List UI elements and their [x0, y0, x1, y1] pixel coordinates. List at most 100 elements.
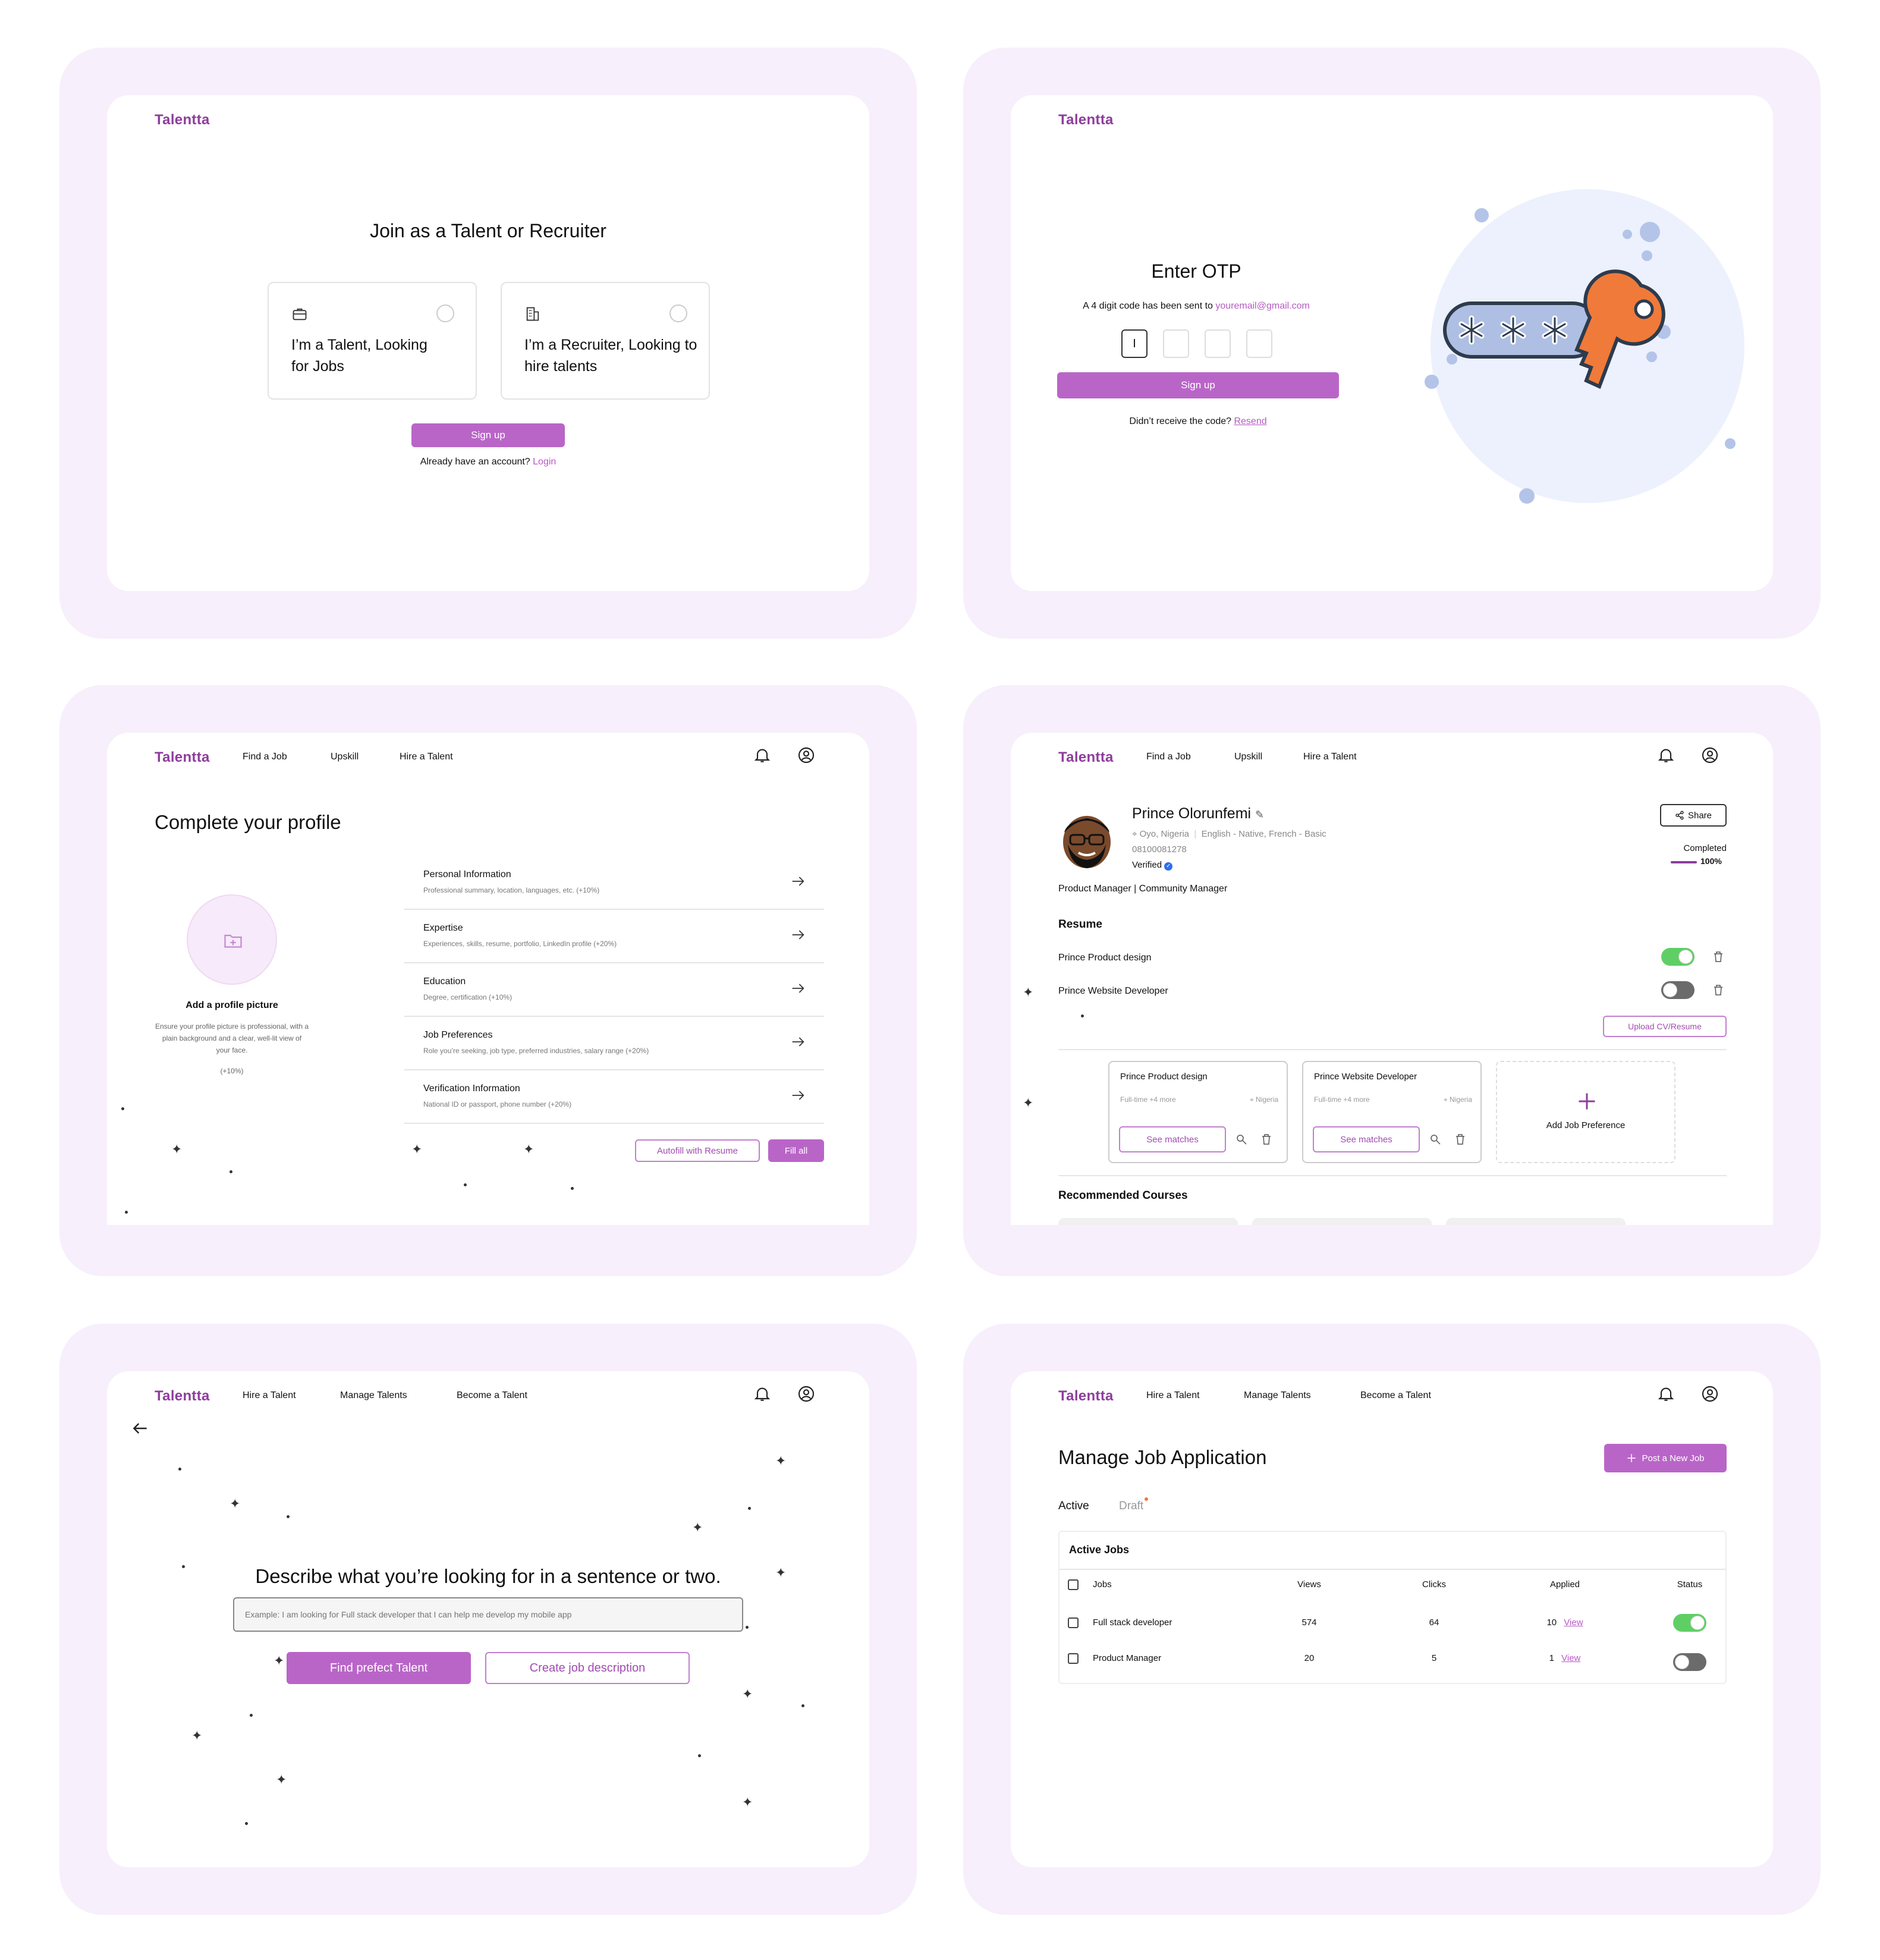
otp-input-3[interactable] [1205, 329, 1231, 358]
nav-find-job[interactable]: Find a Job [243, 752, 287, 762]
bell-icon[interactable] [753, 1384, 772, 1403]
user-circle-icon[interactable] [797, 746, 816, 765]
view-link[interactable]: View [1561, 1653, 1581, 1663]
sparkle-icon: ✦ [692, 1520, 703, 1535]
nav-hire-talent[interactable]: Hire a Talent [400, 752, 453, 762]
status-toggle-on[interactable] [1673, 1614, 1706, 1632]
add-job-preference[interactable]: Add Job Preference [1496, 1061, 1675, 1163]
user-circle-icon[interactable] [1700, 1384, 1719, 1403]
row-checkbox[interactable] [1068, 1653, 1079, 1664]
folder-plus-icon [224, 934, 242, 948]
option-recruiter[interactable]: I’m a Recruiter, Looking to hire talents [501, 282, 710, 400]
section-desc: Role you’re seeking, job type, preferred… [423, 1047, 649, 1055]
bell-icon[interactable] [1656, 746, 1675, 765]
decor-dot [1081, 1014, 1084, 1017]
sparkle-icon: ✦ [1023, 985, 1034, 1000]
nav-find-job[interactable]: Find a Job [1146, 752, 1191, 762]
picture-pct: (+10%) [220, 1067, 244, 1075]
section-education[interactable]: Education Degree, certification (+10%) [404, 963, 824, 1017]
otp-input-4[interactable] [1246, 329, 1272, 358]
tab-draft[interactable]: Draft [1119, 1497, 1149, 1513]
nav-manage-talents[interactable]: Manage Talents [340, 1390, 407, 1400]
pencil-icon[interactable]: ✎ [1255, 809, 1265, 821]
nav-hire-talent[interactable]: Hire a Talent [1303, 752, 1357, 762]
section-job-preferences[interactable]: Job Preferences Role you’re seeking, job… [404, 1017, 824, 1070]
trash-icon[interactable] [1453, 1132, 1467, 1147]
row-applied: 1 View [1535, 1653, 1595, 1663]
arrow-left-icon[interactable] [131, 1419, 150, 1438]
autofill-resume-button[interactable]: Autofill with Resume [635, 1139, 760, 1162]
course-card[interactable] [1058, 1218, 1238, 1225]
decor-dot [464, 1183, 467, 1186]
nav-become-talent[interactable]: Become a Talent [457, 1390, 527, 1400]
bell-icon[interactable] [1656, 1384, 1675, 1403]
nav-manage-talents[interactable]: Manage Talents [1244, 1390, 1311, 1400]
nav-upskill[interactable]: Upskill [1234, 752, 1263, 762]
decor-dot [698, 1754, 701, 1757]
resume-item: Prince Website Developer [1058, 986, 1168, 996]
radio-recruiter[interactable] [669, 304, 687, 322]
plus-icon [1627, 1454, 1636, 1462]
brand-logo: Talentta [155, 749, 210, 765]
talent-name: Prince Olorunfemi ✎ [1132, 805, 1264, 822]
trash-icon[interactable] [1711, 949, 1725, 965]
login-link[interactable]: Login [533, 457, 557, 467]
pin-icon: ⌖ [1249, 1095, 1254, 1104]
section-expertise[interactable]: Expertise Experiences, skills, resume, p… [404, 910, 824, 963]
otp-input-2[interactable] [1163, 329, 1189, 358]
nav-become-talent[interactable]: Become a Talent [1360, 1390, 1431, 1400]
resend-link[interactable]: Resend [1234, 416, 1267, 426]
sparkle-icon: ✦ [775, 1453, 787, 1468]
upload-resume-button[interactable]: Upload CV/Resume [1603, 1016, 1727, 1037]
see-matches-button[interactable]: See matches [1313, 1126, 1420, 1152]
resend-line: Didn’t receive the code? Resend [1057, 416, 1339, 427]
arrow-right-icon [792, 930, 804, 940]
user-circle-icon[interactable] [797, 1384, 816, 1403]
brand-logo: Talentta [155, 1388, 210, 1404]
search-doc-icon[interactable] [1428, 1132, 1442, 1147]
brand-logo: Talentta [1058, 112, 1114, 128]
avatar-upload[interactable] [187, 894, 277, 985]
row-checkbox[interactable] [1068, 1617, 1079, 1628]
picture-desc: Ensure your profile picture is professio… [155, 1022, 309, 1054]
row-views: 574 [1301, 1617, 1317, 1628]
view-link[interactable]: View [1564, 1617, 1583, 1628]
profile-card: Talentta Find a Job Upskill Hire a Talen… [107, 733, 869, 1225]
fill-all-button[interactable]: Fill all [768, 1139, 824, 1162]
resume-toggle-off[interactable] [1661, 981, 1694, 999]
section-desc: Degree, certification (+10%) [423, 993, 513, 1001]
tab-active[interactable]: Active [1058, 1500, 1089, 1512]
radio-talent[interactable] [436, 304, 454, 322]
otp-signup-button[interactable]: Sign up [1057, 372, 1339, 398]
section-verification[interactable]: Verification Information National ID or … [404, 1070, 824, 1124]
brand-logo: Talentta [1058, 1388, 1114, 1404]
trash-icon[interactable] [1259, 1132, 1274, 1147]
otp-input-1[interactable]: I [1121, 329, 1148, 358]
nav-hire-talent[interactable]: Hire a Talent [1146, 1390, 1200, 1400]
status-toggle-off[interactable] [1673, 1653, 1706, 1671]
col-jobs: Jobs [1093, 1579, 1112, 1590]
bell-icon[interactable] [753, 746, 772, 765]
trash-icon[interactable] [1711, 982, 1725, 998]
talent-location: Oyo, Nigeria [1139, 829, 1189, 839]
share-button[interactable]: Share [1660, 804, 1727, 827]
post-job-button[interactable]: Post a New Job [1604, 1444, 1727, 1472]
pref-card: Prince Product design Full-time +4 more … [1108, 1061, 1288, 1163]
describe-input[interactable] [233, 1597, 743, 1632]
resume-toggle-on[interactable] [1661, 948, 1694, 966]
user-circle-icon[interactable] [1700, 746, 1719, 765]
sparkle-icon: ✦ [230, 1496, 241, 1511]
otp-desc: A 4 digit code has been sent to youremai… [1057, 301, 1335, 312]
nav-hire-talent[interactable]: Hire a Talent [243, 1390, 296, 1400]
course-card[interactable] [1252, 1218, 1432, 1225]
select-all-checkbox[interactable] [1068, 1579, 1079, 1590]
course-card[interactable] [1446, 1218, 1626, 1225]
section-personal[interactable]: Personal Information Professional summar… [404, 856, 824, 910]
find-talent-button[interactable]: Find prefect Talent [287, 1652, 471, 1684]
create-job-description-button[interactable]: Create job description [485, 1652, 690, 1684]
option-talent[interactable]: I’m a Talent, Looking for Jobs [268, 282, 477, 400]
search-doc-icon[interactable] [1234, 1132, 1249, 1147]
nav-upskill[interactable]: Upskill [331, 752, 359, 762]
see-matches-button[interactable]: See matches [1119, 1126, 1226, 1152]
signup-button[interactable]: Sign up [411, 423, 565, 447]
